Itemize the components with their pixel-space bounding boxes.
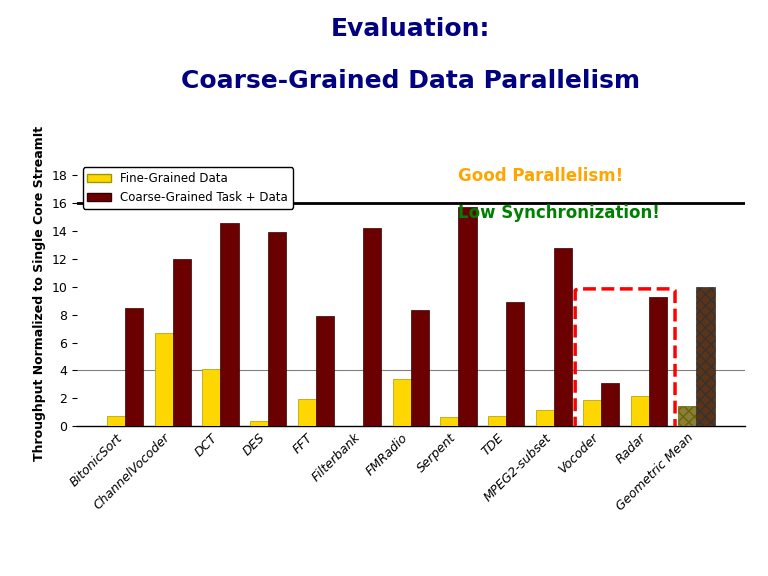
Bar <box>554 248 572 426</box>
Text: Good Parallelism!: Good Parallelism! <box>458 166 623 184</box>
Bar <box>678 406 697 426</box>
Bar <box>108 416 125 426</box>
Bar <box>488 416 506 426</box>
Bar <box>392 379 411 426</box>
Bar <box>411 310 429 426</box>
Bar <box>268 232 286 426</box>
Text: Low Synchronization!: Low Synchronization! <box>458 204 660 222</box>
Bar <box>440 417 458 426</box>
Legend: Fine-Grained Data, Coarse-Grained Task + Data: Fine-Grained Data, Coarse-Grained Task +… <box>83 167 293 209</box>
Bar <box>363 228 382 426</box>
Bar <box>601 383 619 426</box>
Bar <box>250 422 268 426</box>
Bar <box>583 400 601 426</box>
Bar <box>155 333 173 426</box>
Bar <box>203 369 220 426</box>
Bar <box>649 297 667 426</box>
Text: Coarse-Grained Data Parallelism: Coarse-Grained Data Parallelism <box>181 69 641 93</box>
Bar <box>297 399 316 426</box>
Bar <box>220 223 239 426</box>
Bar <box>631 396 649 426</box>
Y-axis label: Throughput Normalized to Single Core StreamIt: Throughput Normalized to Single Core Str… <box>33 126 45 461</box>
Bar <box>506 302 525 426</box>
Text: Evaluation:: Evaluation: <box>331 17 491 41</box>
Bar <box>697 287 714 426</box>
Bar <box>125 308 144 426</box>
Bar <box>535 410 554 426</box>
Bar <box>173 259 191 426</box>
Bar <box>316 316 334 426</box>
Bar <box>458 207 477 426</box>
